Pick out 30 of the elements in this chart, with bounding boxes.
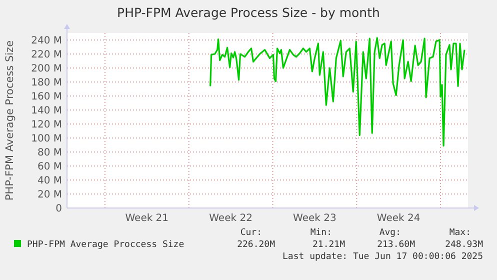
text: 21.21M	[312, 240, 346, 250]
text: Last update: Tue Jun 17 00:00:06 2025	[282, 252, 483, 262]
legend-label: PHP-FPM Average Proccess Size	[27, 240, 184, 250]
y-tick-label: 0	[56, 204, 62, 214]
x-tick-label: Week 22	[209, 213, 252, 224]
text: Cur:	[240, 228, 262, 238]
y-tick-label: 20 M	[37, 190, 62, 200]
text: 226.20M	[237, 240, 276, 250]
chart-title: PHP-FPM Average Process Size - by month	[117, 5, 380, 20]
y-tick-label: 120 M	[31, 120, 62, 130]
y-tick-label: 80 M	[37, 148, 62, 158]
y-tick-label: 40 M	[37, 176, 62, 186]
y-axis-title: PHP-FPM Average Process Size	[4, 40, 16, 201]
text: 248.93M	[445, 240, 484, 250]
text: Min:	[310, 228, 332, 238]
y-tick-label: 200 M	[31, 64, 62, 74]
y-tick-label: 180 M	[31, 78, 62, 88]
x-tick-label: Week 24	[376, 213, 420, 224]
y-tick-label: 220 M	[31, 50, 62, 60]
x-tick-label: Week 23	[293, 213, 336, 224]
text: 213.60M	[377, 240, 416, 250]
y-tick-label: 240 M	[31, 36, 62, 46]
y-tick-label: 60 M	[37, 162, 62, 172]
y-tick-label: 160 M	[31, 92, 62, 102]
text: Avg:	[379, 228, 401, 238]
x-tick-label: Week 21	[125, 213, 169, 224]
line-series	[210, 37, 466, 146]
y-tick-label: 140 M	[31, 106, 62, 116]
text: Max:	[449, 228, 471, 238]
y-tick-label: 100 M	[31, 134, 62, 144]
